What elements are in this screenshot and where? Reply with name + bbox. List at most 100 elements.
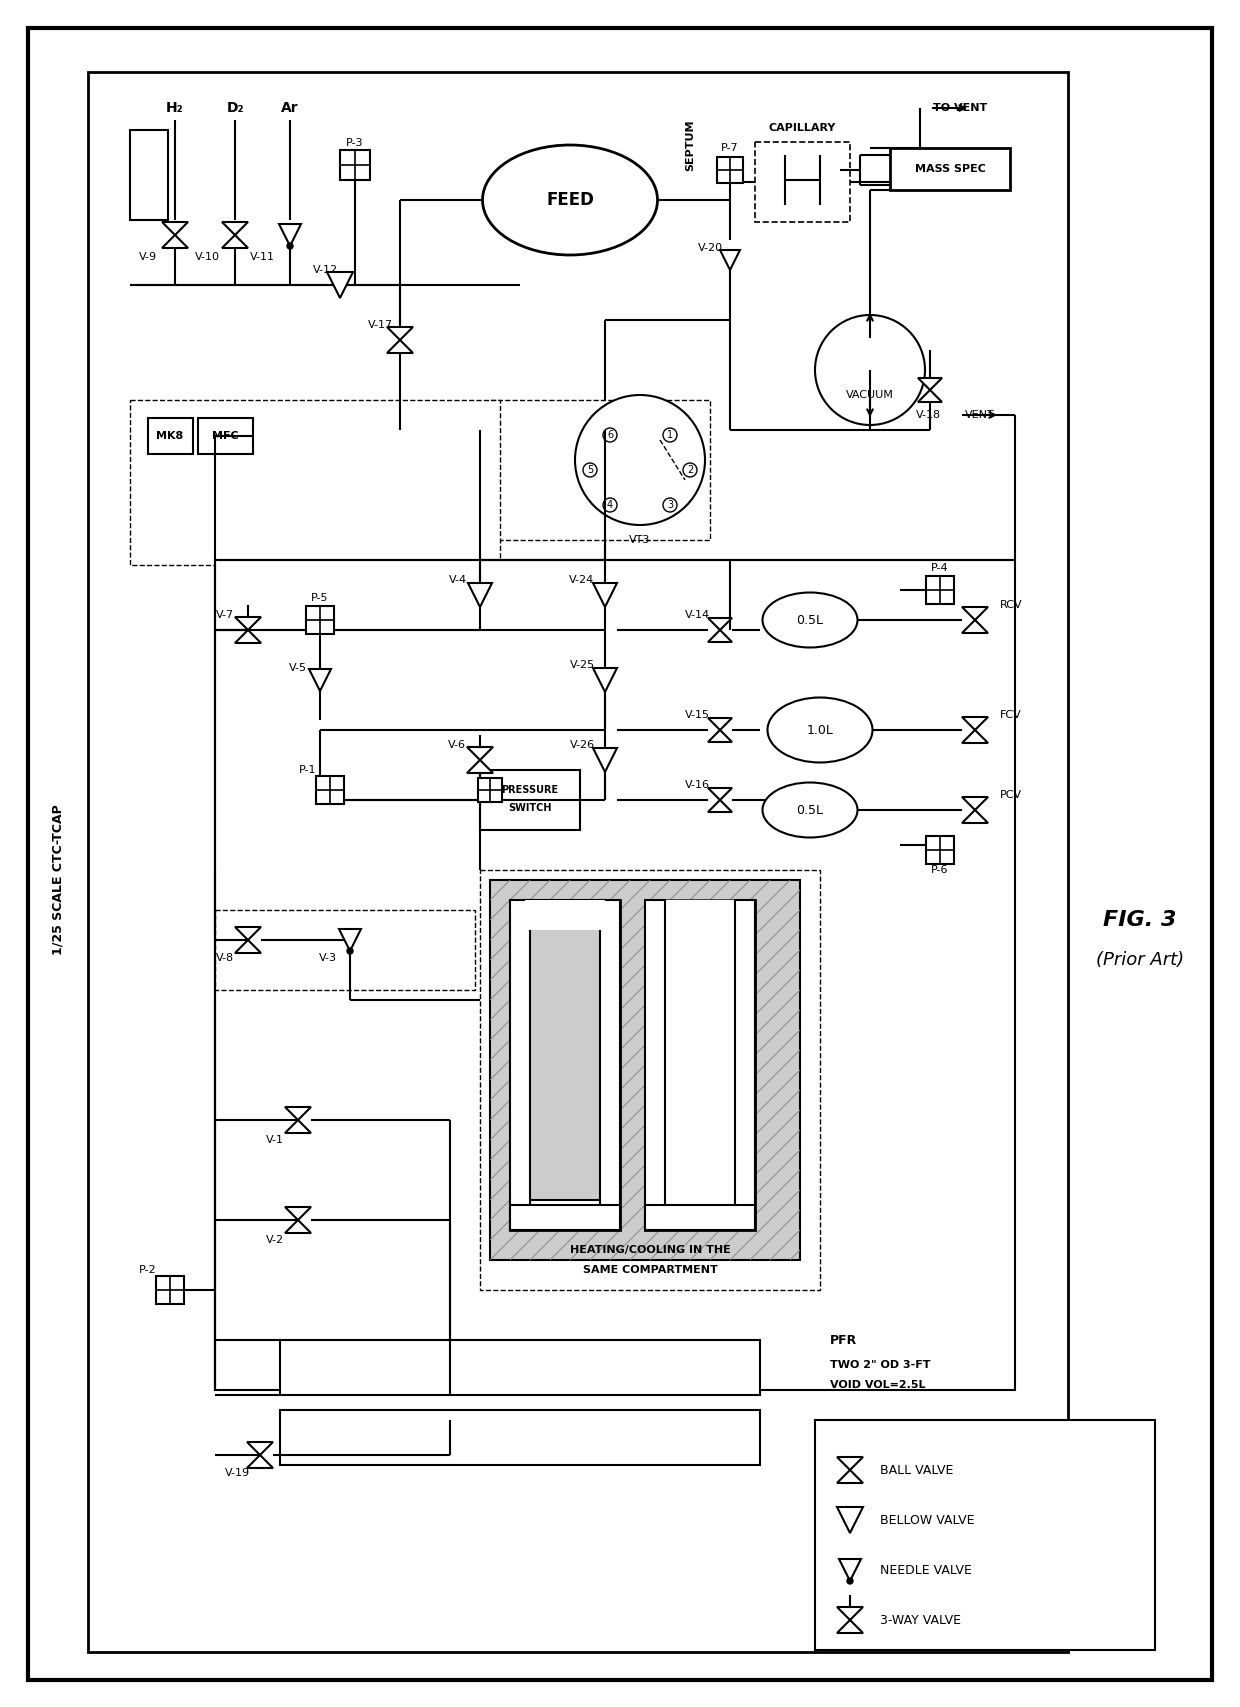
Polygon shape [837,1458,863,1470]
Bar [890,149,1011,189]
Polygon shape [236,616,260,630]
Circle shape [847,1577,853,1584]
Bar [198,418,253,454]
Text: 0.5L: 0.5L [796,613,823,626]
Polygon shape [162,222,188,236]
Text: V-20: V-20 [697,242,723,253]
Circle shape [683,463,697,476]
Bar [645,1205,755,1231]
Bar [477,778,502,802]
Polygon shape [247,1442,273,1454]
Polygon shape [837,1620,863,1634]
Text: HEATING/COOLING IN THE: HEATING/COOLING IN THE [569,1244,730,1255]
Text: VT3: VT3 [630,534,651,545]
Bar [815,1420,1154,1651]
Text: VACUUM: VACUUM [846,389,894,399]
Text: V-17: V-17 [367,319,393,329]
Text: P-2: P-2 [139,1265,156,1275]
Text: 1: 1 [667,430,673,440]
Polygon shape [708,630,732,642]
Text: 1/25 SCALE CTC-TCAP: 1/25 SCALE CTC-TCAP [52,804,64,956]
Bar [148,418,193,454]
Polygon shape [467,760,494,773]
Bar [600,900,620,1231]
Circle shape [815,316,925,425]
Text: TWO 2" OD 3-FT: TWO 2" OD 3-FT [830,1360,930,1371]
Circle shape [603,498,618,512]
Polygon shape [720,249,740,270]
Ellipse shape [482,145,657,254]
Text: V-16: V-16 [684,780,709,790]
Polygon shape [387,328,413,340]
Text: 4: 4 [606,500,613,510]
Polygon shape [467,584,492,608]
Polygon shape [918,389,942,403]
Text: 0.5L: 0.5L [796,804,823,816]
Text: 3: 3 [667,500,673,510]
Text: BELLOW VALVE: BELLOW VALVE [880,1514,975,1526]
Polygon shape [285,1120,311,1133]
Polygon shape [387,340,413,353]
Text: FEED: FEED [546,191,594,208]
Text: Ar: Ar [281,101,299,114]
Polygon shape [708,731,732,743]
Text: 5: 5 [587,464,593,475]
Bar [510,1205,620,1231]
Polygon shape [962,620,988,633]
Text: V-4: V-4 [449,575,467,586]
Polygon shape [162,236,188,248]
Bar [130,399,500,565]
Polygon shape [708,789,732,801]
Bar [525,900,605,930]
Circle shape [575,394,706,526]
Polygon shape [962,797,988,811]
Bar [717,157,743,183]
Text: MK8: MK8 [156,430,184,440]
Text: V-1: V-1 [267,1135,284,1145]
Bar [156,1277,184,1304]
Bar [480,871,820,1290]
Text: V-25: V-25 [569,661,594,671]
Text: P-7: P-7 [722,143,739,154]
Polygon shape [285,1207,311,1221]
Bar [215,910,475,990]
Text: P-1: P-1 [299,765,316,775]
Circle shape [347,947,353,954]
Text: TO VENT: TO VENT [932,102,987,113]
Text: P-4: P-4 [931,563,949,574]
Text: 1.0L: 1.0L [806,724,833,736]
Text: 2: 2 [687,464,693,475]
Polygon shape [962,731,988,743]
Text: PRESSURE: PRESSURE [501,785,558,795]
Ellipse shape [763,592,858,647]
Text: 6: 6 [606,430,613,440]
Bar [340,150,370,179]
Bar [926,836,954,864]
Polygon shape [962,608,988,620]
Text: CAPILLARY: CAPILLARY [769,123,836,133]
Bar [735,900,755,1231]
Bar [480,770,580,830]
Ellipse shape [763,782,858,838]
Bar [529,900,600,1205]
Bar [280,1340,760,1395]
Text: MFC: MFC [212,430,238,440]
Text: V-18: V-18 [915,410,941,420]
Polygon shape [236,630,260,644]
Text: SEPTUM: SEPTUM [684,119,694,171]
Text: P-5: P-5 [311,592,329,603]
Polygon shape [309,669,331,691]
Text: FIG. 3: FIG. 3 [1104,910,1177,930]
Bar [755,142,849,222]
Polygon shape [962,811,988,823]
Bar [88,72,1068,1652]
Polygon shape [918,377,942,389]
Bar [280,1410,760,1465]
Bar [490,399,711,539]
Polygon shape [839,1558,861,1581]
Text: V-15: V-15 [684,710,709,720]
Text: FCV: FCV [999,710,1022,720]
Polygon shape [708,801,732,813]
Polygon shape [285,1108,311,1120]
Text: NEEDLE VALVE: NEEDLE VALVE [880,1564,972,1577]
